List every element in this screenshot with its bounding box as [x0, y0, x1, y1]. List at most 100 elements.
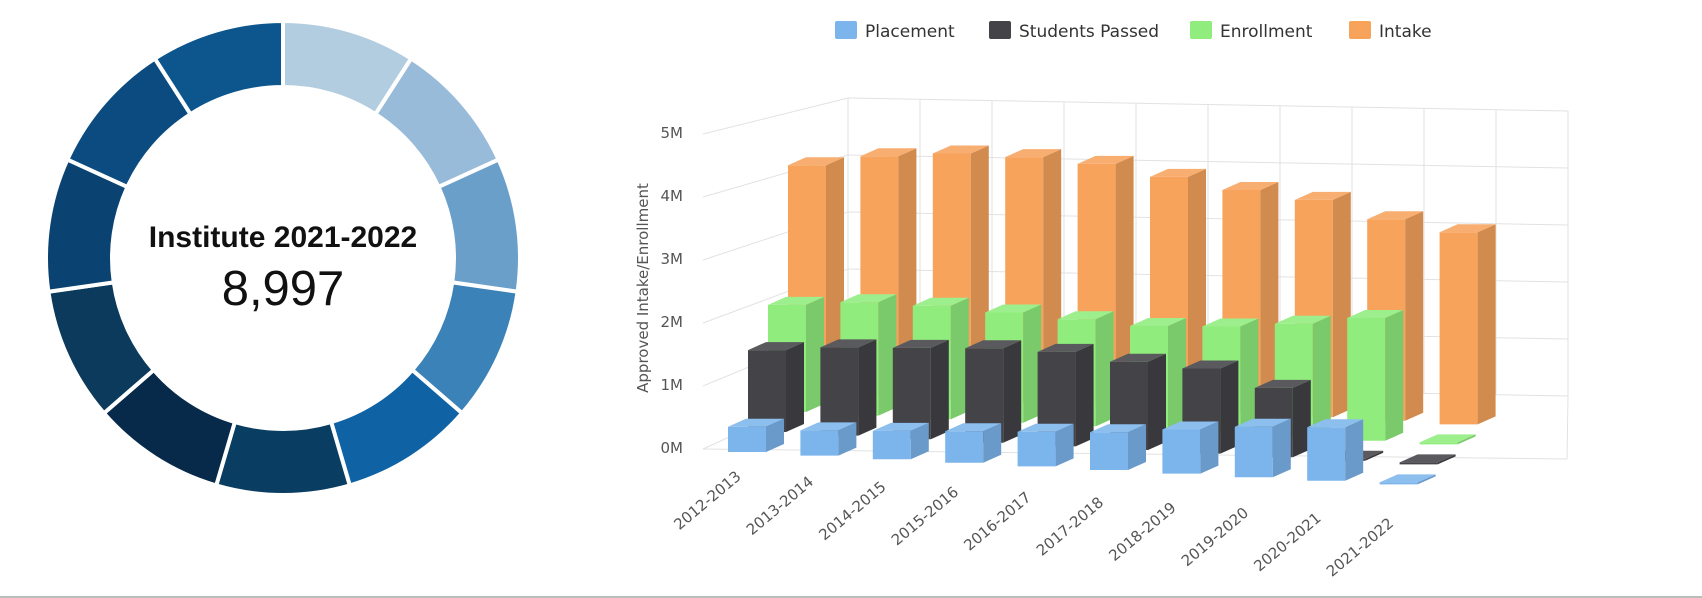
bar-side [1240, 318, 1259, 434]
legend-item[interactable]: Placement [835, 21, 955, 42]
x-tick-label: 2019-2020 [1178, 504, 1252, 570]
bar-top [1307, 419, 1364, 428]
bar[interactable] [1399, 454, 1456, 465]
donut-value: 8,997 [222, 262, 345, 316]
bar-side [1385, 309, 1404, 441]
legend-swatch [1190, 21, 1212, 39]
bar-side [1220, 360, 1239, 454]
bar-side [898, 148, 917, 396]
bar-top [1222, 181, 1279, 190]
bar-side [1188, 168, 1206, 410]
bar-side [1457, 434, 1476, 445]
bar-front [945, 431, 984, 463]
bar-top [1037, 343, 1094, 352]
bar-top [748, 342, 804, 351]
y-axis-ticks: 0M 1M 2M 3M 4M 5M [661, 124, 684, 457]
bar-top [800, 422, 857, 431]
bar-front [892, 347, 931, 440]
bar-side [838, 422, 857, 456]
donut-segment[interactable] [152, 18, 285, 117]
bar-front [820, 347, 859, 436]
bar-side [878, 294, 897, 416]
bar-top [945, 423, 1002, 432]
x-tick-label: 2012-2013 [670, 467, 744, 533]
bar[interactable] [1234, 418, 1291, 478]
legend-item[interactable]: Intake [1349, 21, 1432, 42]
legend-item[interactable]: Students Passed [989, 21, 1159, 42]
bar[interactable] [872, 422, 929, 460]
bar[interactable] [1037, 343, 1094, 447]
bar-side [1272, 418, 1291, 478]
bottom-divider [0, 596, 1702, 598]
bar-side [786, 342, 804, 432]
bar-top [788, 157, 844, 166]
bar-front [1347, 317, 1386, 441]
legend-label: Students Passed [1019, 22, 1159, 42]
bar[interactable] [800, 422, 857, 456]
bar-top [1254, 379, 1311, 388]
bar-front [1307, 427, 1346, 481]
bar-top [872, 422, 929, 431]
bar-side [1043, 149, 1062, 403]
legend-swatch [1349, 21, 1371, 39]
bar-top [912, 297, 969, 306]
bar-top [1130, 318, 1186, 327]
bar-side [1260, 181, 1279, 414]
bar-side [1023, 304, 1042, 423]
bar[interactable] [820, 339, 877, 436]
bar-side [1168, 318, 1186, 430]
bar[interactable] [1419, 434, 1476, 445]
legend-label: Enrollment [1220, 22, 1313, 42]
bar[interactable] [1162, 421, 1219, 474]
bar[interactable] [728, 418, 784, 452]
bar-side [806, 296, 824, 412]
bar[interactable] [945, 423, 1002, 463]
bar-top [1439, 224, 1496, 233]
bar[interactable] [1017, 423, 1074, 467]
bar-side [1148, 353, 1166, 450]
x-tick-label: 2021-2022 [1323, 514, 1397, 580]
bar[interactable] [965, 340, 1022, 443]
bar-top [892, 339, 949, 348]
legend-label: Placement [865, 22, 955, 42]
x-tick-label: 2015-2016 [888, 483, 962, 549]
bar[interactable] [1379, 474, 1436, 485]
bar[interactable] [892, 339, 949, 440]
bar[interactable] [1090, 424, 1146, 470]
bar-top [1367, 211, 1424, 220]
bar-side [858, 339, 877, 436]
donut-segment[interactable] [213, 419, 353, 497]
bar-top [1274, 315, 1331, 324]
bar[interactable] [1439, 224, 1496, 425]
bar-side [1365, 450, 1384, 461]
bar-front [1419, 442, 1458, 445]
bar-side [910, 422, 929, 460]
bar-front [872, 430, 911, 460]
bar-front [965, 348, 1004, 443]
bar-top [985, 304, 1042, 313]
bar-side [1115, 155, 1134, 407]
donut-segment[interactable] [435, 156, 522, 294]
bar-side [766, 418, 784, 452]
bar-side [1003, 340, 1022, 443]
x-tick-label: 2013-2014 [743, 472, 817, 538]
legend-label: Intake [1379, 22, 1432, 42]
y-tick-label: 5M [661, 124, 684, 142]
y-tick-label: 2M [661, 313, 684, 331]
bar-front [1090, 432, 1128, 470]
bar-top [1150, 168, 1206, 177]
legend-item[interactable]: Enrollment [1190, 21, 1313, 42]
bar-front [1379, 482, 1418, 485]
bar-top [1234, 418, 1291, 427]
x-tick-label: 2018-2019 [1105, 498, 1179, 564]
bar-front [1234, 426, 1273, 478]
bar-front [748, 350, 786, 432]
bar[interactable] [1347, 309, 1404, 441]
bar[interactable] [748, 342, 804, 432]
bar-front [1399, 462, 1438, 465]
bar[interactable] [1307, 419, 1364, 481]
bar-side [1055, 423, 1074, 467]
bar-side [1095, 311, 1114, 427]
bar-top [1162, 421, 1219, 430]
bar-top [1182, 360, 1239, 369]
